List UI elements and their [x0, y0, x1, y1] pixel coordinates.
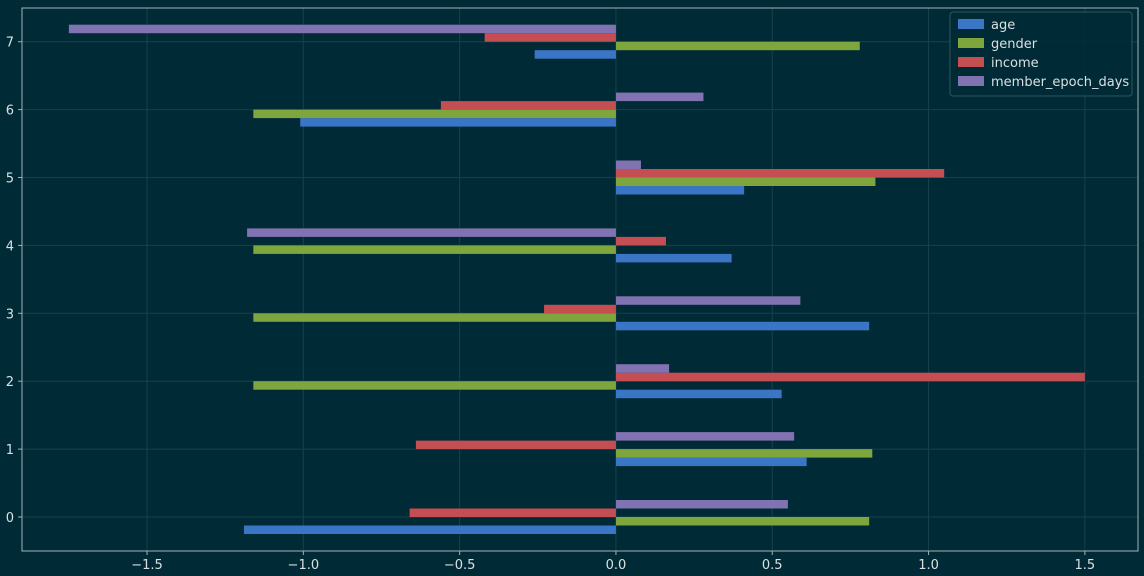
bar-member_epoch_days-6: [615, 92, 704, 102]
y-tick-label: 2: [6, 375, 14, 390]
bar-gender-0: [615, 517, 870, 526]
x-tick-label: 1.5: [1075, 558, 1096, 573]
x-tick-label: 0.0: [606, 558, 627, 573]
bar-income-7: [484, 33, 616, 42]
legend-swatch-age: [958, 19, 984, 29]
y-tick-label: 6: [6, 104, 14, 119]
y-tick-label: 3: [6, 307, 14, 322]
bar-member_epoch_days-4: [247, 228, 616, 237]
y-tick-label: 4: [6, 239, 14, 254]
bar-income-6: [440, 101, 616, 110]
x-tick-label: −1.5: [131, 558, 163, 573]
bar-income-2: [615, 372, 1085, 382]
legend: age gender income member_epoch_days: [949, 11, 1133, 97]
legend-swatch-income: [958, 57, 984, 67]
legend-box: [949, 11, 1133, 97]
y-tick-label: 5: [6, 172, 14, 187]
x-tick-label: −0.5: [444, 558, 476, 573]
y-tick-label: 0: [6, 511, 14, 526]
bar-gender-6: [253, 109, 616, 119]
bar-age-1: [615, 457, 807, 467]
bar-age-4: [615, 253, 732, 263]
legend-label-age: age: [991, 18, 1015, 33]
legend-label-gender: gender: [991, 37, 1038, 52]
bar-member_epoch_days-2: [615, 364, 670, 373]
bars: [68, 24, 1085, 534]
legend-label-member_epoch_days: member_epoch_days: [991, 75, 1129, 90]
y-tick-label: 1: [6, 443, 14, 458]
bar-age-2: [615, 389, 782, 399]
legend-swatch-member_epoch_days: [958, 76, 984, 86]
x-axis-ticks: −1.5 −1.0 −0.5 0.0 0.5 1.0 1.5: [131, 551, 1095, 573]
bar-gender-5: [615, 177, 876, 186]
bar-age-5: [615, 186, 745, 195]
legend-label-income: income: [991, 56, 1039, 71]
bar-member_epoch_days-5: [615, 160, 641, 169]
x-tick-label: 1.0: [918, 558, 939, 573]
bar-age-3: [615, 321, 870, 331]
bar-income-4: [615, 236, 666, 246]
y-axis-ticks: 0 1 2 3 4 5 6 7: [6, 36, 22, 526]
bar-member_epoch_days-7: [68, 24, 616, 34]
bar-income-3: [544, 304, 616, 314]
x-tick-label: 0.5: [762, 558, 783, 573]
bar-gender-2: [253, 381, 616, 390]
bar-income-1: [415, 440, 616, 450]
bar-gender-4: [253, 245, 616, 254]
y-tick-label: 7: [6, 36, 14, 51]
legend-swatch-gender: [958, 38, 984, 48]
bar-age-6: [300, 118, 616, 127]
bar-gender-1: [615, 449, 873, 458]
bar-gender-3: [253, 313, 616, 322]
bar-member_epoch_days-1: [615, 432, 795, 441]
bar-member_epoch_days-0: [615, 500, 788, 509]
bar-income-0: [409, 508, 616, 517]
bar-age-0: [243, 525, 616, 534]
bar-age-7: [534, 50, 616, 59]
bar-income-5: [615, 169, 945, 178]
bar-gender-7: [615, 41, 860, 51]
x-tick-label: −1.0: [288, 558, 320, 573]
plot-frame: [21, 7, 1139, 552]
bar-member_epoch_days-3: [615, 296, 801, 305]
